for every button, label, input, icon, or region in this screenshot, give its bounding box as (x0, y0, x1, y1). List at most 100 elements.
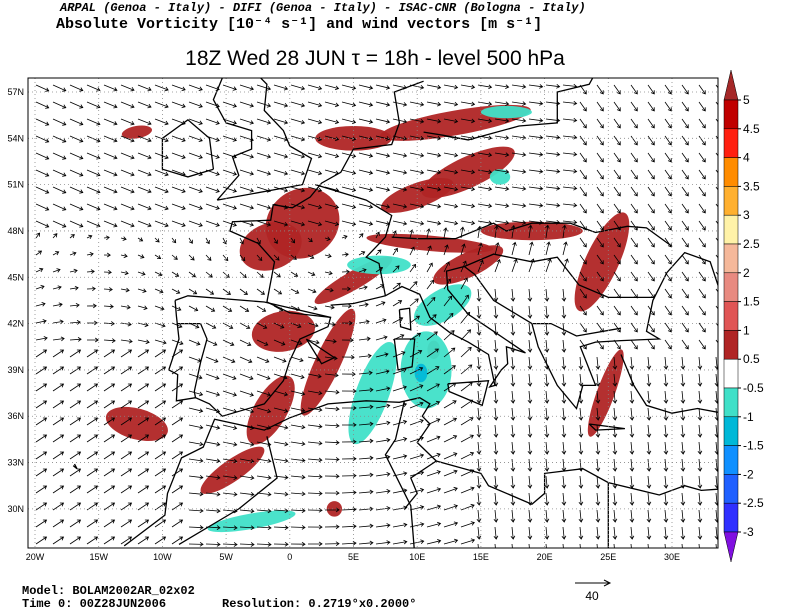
vorticity-area (480, 105, 532, 119)
coastline (123, 397, 718, 547)
coastline (168, 295, 332, 417)
coastline (229, 80, 424, 303)
lon-tick-label: 5E (348, 552, 359, 562)
colorbar-label: -3 (743, 525, 754, 539)
lat-tick-label: 51N (7, 180, 24, 190)
colorbar-label: -2 (743, 467, 754, 481)
coastline (315, 183, 393, 296)
lat-tick-label: 33N (7, 458, 24, 468)
colorbar-bin (723, 358, 739, 389)
colorbar-label: -2.5 (743, 496, 764, 510)
coastline (620, 354, 718, 414)
colorbar-bin (723, 186, 739, 216)
colorbar-bin (723, 474, 739, 504)
wind-vectors (35, 83, 718, 548)
vorticity-area (381, 177, 454, 213)
coastline (393, 338, 416, 371)
vorticity-area (348, 341, 397, 445)
colorbar-label: -1.5 (743, 439, 764, 453)
vorticity-area (480, 221, 583, 241)
colorbar-bin (723, 214, 739, 245)
lon-tick-label: 30E (664, 552, 680, 562)
lon-tick-label: 20W (26, 552, 45, 562)
model-label: Model: BOLAM2002AR_02x02 (22, 584, 195, 598)
vorticity-area (239, 222, 302, 271)
lat-tick-label: 57N (7, 87, 24, 97)
colorbar-bin (723, 128, 739, 158)
lon-tick-label: 5W (219, 552, 233, 562)
colorbar-bin (723, 99, 739, 130)
vorticity-area (414, 363, 428, 383)
vorticity-area (207, 510, 296, 533)
time-label: Time 0: 00Z28JUN2006 (22, 597, 166, 611)
lat-tick-label: 54N (7, 133, 24, 143)
colorbar-label: -1 (743, 410, 754, 424)
vorticity-area (366, 233, 494, 253)
map-title: 18Z Wed 28 JUN τ = 18h - level 500 hPa (185, 47, 565, 70)
colorbar-bin (723, 301, 739, 331)
vorticity-area (200, 446, 265, 494)
colorbar-label: 5 (743, 93, 750, 107)
coastline (398, 307, 412, 331)
coastline (305, 338, 336, 365)
vorticity-area (246, 375, 295, 445)
coastline (212, 78, 313, 201)
vorticity-area (105, 406, 168, 442)
lat-tick-label: 36N (7, 411, 24, 421)
colorbar-bin (723, 157, 739, 187)
coastline (391, 222, 673, 247)
colorbar-bin (723, 243, 739, 274)
coastline (588, 423, 625, 431)
colorbar-label: 2 (743, 266, 750, 280)
lon-tick-label: 10W (153, 552, 172, 562)
coastline (423, 78, 594, 141)
coastline (464, 253, 655, 299)
map-frame (27, 77, 719, 549)
colorbar-bin (723, 330, 739, 360)
coastline (403, 460, 437, 510)
lon-tick-label: 15E (473, 552, 489, 562)
colorbar-bin (723, 416, 739, 446)
colorbar-bin (723, 272, 739, 302)
institutions: ARPAL (Genoa - Italy) - DIFI (Genoa - It… (59, 1, 586, 15)
lon-tick-label: 25E (600, 552, 616, 562)
reference-vector-label: 40 (585, 589, 599, 603)
lat-tick-label: 30N (7, 504, 24, 514)
lon-tick-label: 10E (409, 552, 425, 562)
vorticity-area (300, 308, 356, 416)
vorticity-area (121, 125, 153, 139)
lon-tick-label: 0 (287, 552, 292, 562)
lon-tick-label: 15W (89, 552, 108, 562)
colorbar-label: 0.5 (743, 352, 760, 366)
resolution-label: Resolution: 0.2719°x0.2000° (222, 597, 416, 611)
colorbar-label: 1.5 (743, 295, 760, 309)
colorbar-label: 2.5 (743, 237, 760, 251)
lon-tick-label: 20E (537, 552, 553, 562)
lat-tick-label: 48N (7, 226, 24, 236)
colorbar-bin (723, 502, 739, 533)
colorbar-label: 3 (743, 208, 750, 222)
reference-arrow-head (603, 579, 612, 587)
colorbar-top-arrow (723, 69, 739, 101)
vorticity-area (587, 349, 624, 437)
colorbar-label: 4 (743, 151, 750, 165)
vorticity-area (489, 169, 511, 185)
colorbar-label: 1 (743, 323, 750, 337)
field-title: Absolute Vorticity [10⁻⁴ s⁻¹] and wind v… (56, 16, 542, 33)
colorbar-label: -0.5 (743, 381, 764, 395)
colorbar-bottom-arrow (723, 531, 739, 563)
lat-tick-label: 45N (7, 272, 24, 282)
lat-tick-label: 39N (7, 365, 24, 375)
coastline (384, 400, 415, 548)
colorbar-label: 3.5 (743, 179, 760, 193)
coastline (447, 379, 490, 407)
lat-tick-label: 42N (7, 319, 24, 329)
map-area (27, 77, 719, 549)
colorbar-bin (723, 445, 739, 475)
colorbar-bin (723, 387, 739, 418)
coastline (266, 301, 331, 319)
map-content (28, 78, 718, 548)
vorticity-area (326, 501, 343, 517)
